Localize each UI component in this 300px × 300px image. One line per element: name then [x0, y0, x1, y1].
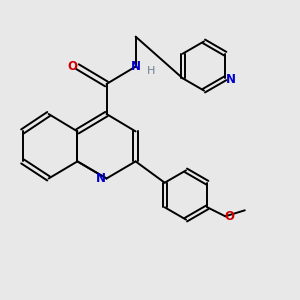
- Text: H: H: [147, 66, 155, 76]
- Text: O: O: [224, 210, 234, 223]
- Text: N: N: [96, 172, 106, 185]
- Text: N: N: [226, 73, 236, 86]
- Text: N: N: [130, 60, 141, 73]
- Text: O: O: [67, 60, 77, 73]
